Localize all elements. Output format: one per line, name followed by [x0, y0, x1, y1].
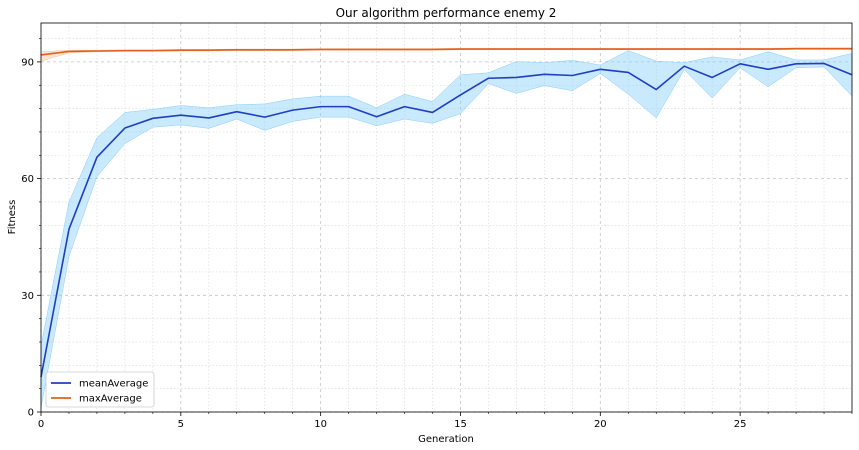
legend-box	[45, 371, 155, 408]
x-tick-label: 20	[594, 419, 607, 430]
x-axis-label: Generation	[418, 434, 474, 445]
x-axis-ticks: 0 5 10 15 20 25	[38, 412, 853, 430]
y-tick-label: 90	[21, 57, 34, 68]
x-tick-label: 25	[734, 419, 747, 430]
y-tick-label: 30	[21, 291, 34, 302]
y-tick-label: 60	[21, 174, 34, 185]
x-tick-label: 15	[454, 419, 467, 430]
legend-label-meanAverage: meanAverage	[79, 379, 148, 390]
legend-label-maxAverage: maxAverage	[79, 394, 142, 405]
chart-title: Our algorithm performance enemy 2	[336, 6, 557, 20]
x-tick-label: 5	[178, 419, 184, 430]
series-lines	[40, 47, 853, 378]
x-tick-label: 0	[38, 419, 44, 430]
y-tick-label: 0	[28, 408, 34, 419]
plot-frame	[40, 22, 853, 413]
x-tick-label: 10	[314, 419, 327, 430]
legend: meanAverage maxAverage	[45, 371, 155, 408]
minor-grid	[41, 23, 853, 412]
series-line-meanAverage	[40, 62, 853, 378]
series-line-maxAverage	[40, 47, 852, 56]
y-axis-ticks: 0 30 60 90	[21, 38, 41, 419]
y-axis-label: Fitness	[7, 200, 18, 235]
